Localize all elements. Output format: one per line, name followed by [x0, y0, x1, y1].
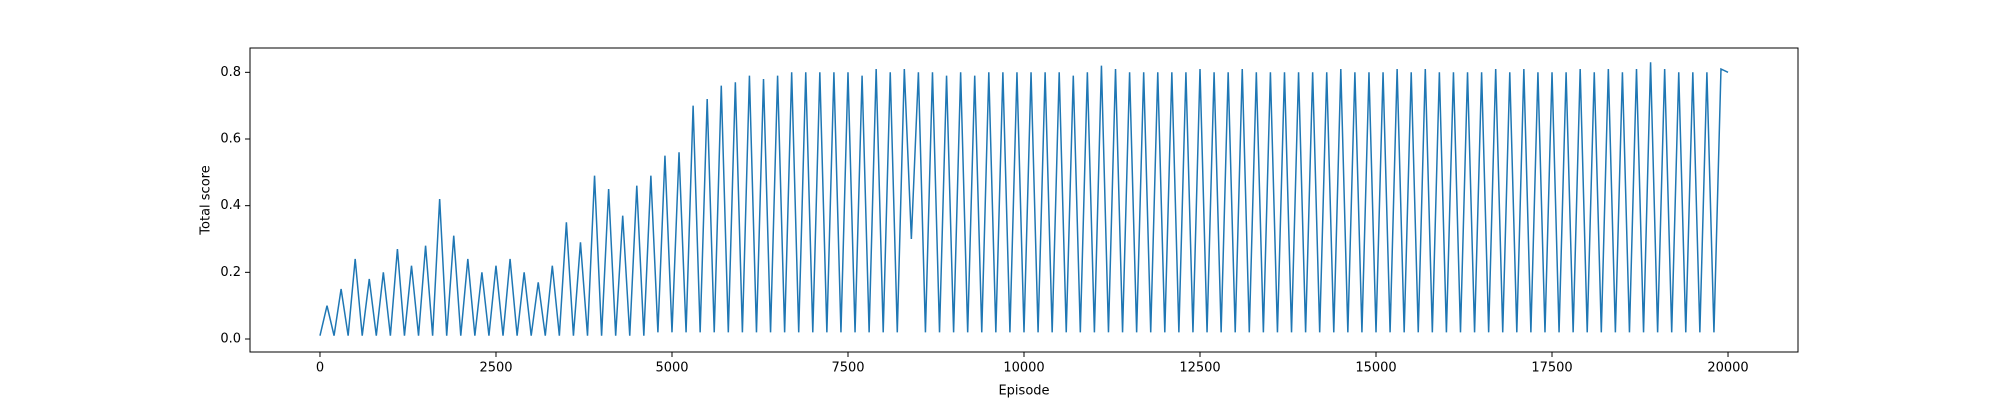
y-tick-label: 0.8 — [220, 65, 241, 80]
x-tick-label: 2500 — [479, 361, 512, 376]
y-tick-label: 0.4 — [220, 198, 241, 213]
x-axis-label: Episode — [998, 384, 1049, 399]
x-tick-label: 15000 — [1355, 361, 1396, 376]
x-tick-label: 5000 — [655, 361, 688, 376]
line-series — [319, 62, 1729, 336]
x-tick-label: 7500 — [831, 361, 864, 376]
x-tick-label: 12500 — [1179, 361, 1220, 376]
x-tick-label: 20000 — [1707, 361, 1748, 376]
axes-frame — [249, 47, 1799, 353]
y-tick-label: 0.6 — [220, 132, 241, 147]
y-axis-label: Total score — [199, 165, 214, 235]
y-tick-label: 0.2 — [220, 265, 241, 280]
x-tick-label: 17500 — [1531, 361, 1572, 376]
y-tick-label: 0.0 — [220, 332, 241, 347]
x-tick-label: 10000 — [1003, 361, 1044, 376]
x-tick-label: 0 — [316, 361, 324, 376]
